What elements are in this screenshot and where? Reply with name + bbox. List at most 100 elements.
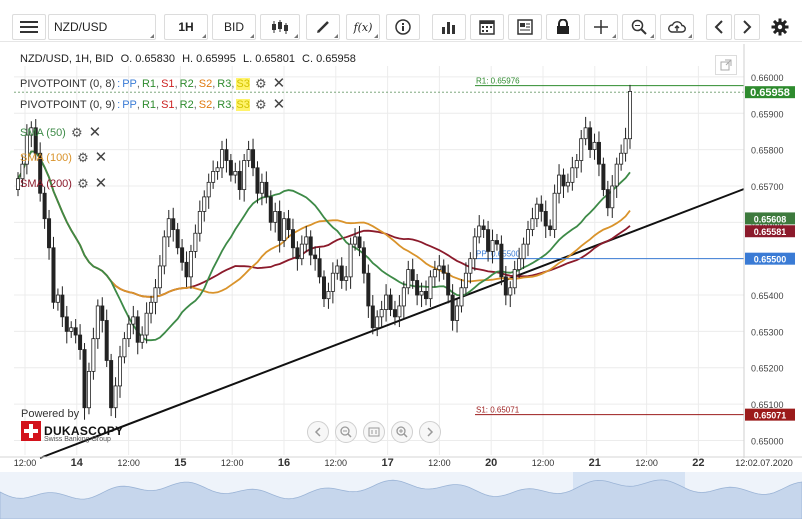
nav-back-button[interactable] <box>307 421 329 443</box>
candle-body <box>450 294 455 321</box>
indicators-button[interactable]: f(x) <box>346 14 380 40</box>
cloud-upload-icon <box>668 21 686 33</box>
candle-body <box>118 356 123 387</box>
lock-button[interactable] <box>546 14 580 40</box>
candle-body <box>113 385 118 409</box>
indicator-settings-icon[interactable]: ⚙ <box>71 125 83 140</box>
zoom-in-button[interactable] <box>391 421 413 443</box>
info-button[interactable] <box>386 14 420 40</box>
indicator-remove-icon[interactable]: ✕ <box>272 96 286 113</box>
separator: , <box>136 99 140 111</box>
candle-body <box>339 265 344 281</box>
candle-body <box>255 167 260 194</box>
dukascopy-logo: DUKASCOPY Swiss Banking Group <box>21 421 123 443</box>
y-tick-label: 0.65800 <box>751 146 784 156</box>
open-value: O. 0.65830 <box>120 53 176 65</box>
candle-body <box>539 203 544 212</box>
indicator-settings-icon[interactable]: ⚙ <box>255 97 267 112</box>
chart-type-button[interactable] <box>260 14 300 40</box>
draw-button[interactable] <box>306 14 340 40</box>
candle-body <box>468 258 473 274</box>
candle-body <box>579 138 584 161</box>
x-tick-label: 12:00 <box>635 458 658 468</box>
candle-body <box>175 229 180 249</box>
candle-body <box>335 265 340 274</box>
candle-body <box>162 236 167 267</box>
candle-body <box>446 272 451 296</box>
indicator-remove-icon[interactable]: ✕ <box>272 75 286 92</box>
timeframe-selector[interactable]: 1H <box>164 14 208 40</box>
news-button[interactable] <box>508 14 542 40</box>
candle-body <box>441 265 446 274</box>
candle-body <box>42 192 47 220</box>
candle-body <box>304 236 309 245</box>
candle-body <box>140 334 145 343</box>
navigator-area <box>0 479 802 519</box>
price-side-selector[interactable]: BID <box>212 14 256 40</box>
indicator-settings-icon[interactable]: ⚙ <box>77 150 89 165</box>
price-tag-label: 0.65500 <box>754 255 787 265</box>
candle-body <box>463 272 468 289</box>
crosshair-button[interactable] <box>584 14 618 40</box>
volume-button[interactable] <box>432 14 466 40</box>
settings-button[interactable] <box>766 14 794 40</box>
zoom-out-icon <box>340 426 352 438</box>
menu-button[interactable] <box>12 14 46 40</box>
sma-lines <box>17 150 631 342</box>
candle-body <box>601 163 606 191</box>
expand-button[interactable] <box>715 55 737 75</box>
scroll-left-button[interactable] <box>706 14 732 40</box>
pivot-level-label: S2 <box>198 99 213 111</box>
indicator-remove-icon[interactable]: ✕ <box>94 149 108 166</box>
news-icon <box>517 19 533 35</box>
indicator-remove-icon[interactable]: ✕ <box>94 175 108 192</box>
separator: , <box>174 78 178 90</box>
price-tags: 0.65958 0.65608 0.65581 0.65500 0.65071 <box>745 86 795 421</box>
candle-body <box>317 258 322 278</box>
candle-body <box>308 236 313 256</box>
separator: , <box>136 78 140 90</box>
fit-button[interactable] <box>363 421 385 443</box>
upload-button[interactable] <box>660 14 694 40</box>
x-tick-label: 17 <box>381 457 393 469</box>
x-tick-label: 12:02.07.2020 <box>735 458 793 468</box>
separator: , <box>231 99 235 111</box>
indicator-settings-icon[interactable]: ⚙ <box>255 76 267 91</box>
candles-icon <box>272 20 288 34</box>
candle-body <box>171 218 176 230</box>
candle-body <box>477 225 482 238</box>
zoom-button[interactable] <box>622 14 656 40</box>
x-tick-label: 16 <box>278 457 290 469</box>
x-tick-label: 14 <box>71 457 84 469</box>
candle-body <box>406 269 411 289</box>
indicator-settings-icon[interactable]: ⚙ <box>77 176 89 191</box>
pivot-lines: R1: 0.65976 PP: 0.65500 S1: 0.65071 <box>14 77 744 416</box>
scroll-right-button[interactable] <box>734 14 760 40</box>
indicator-row: SMA (50) ⚙ ✕ <box>20 125 102 141</box>
candle-body <box>561 174 566 187</box>
candle-body <box>228 160 233 176</box>
calendar-button[interactable] <box>470 14 504 40</box>
candle-body <box>91 338 96 372</box>
candle-body <box>530 218 535 230</box>
menu-icon <box>20 21 38 33</box>
symbol-label: NZD/USD <box>54 20 108 34</box>
candle-body <box>375 316 380 329</box>
candle-body <box>206 181 211 198</box>
candle-body <box>370 305 375 329</box>
logo-subtext: Swiss Banking Group <box>44 436 111 443</box>
candle-body <box>193 232 198 252</box>
candle-body <box>73 327 78 336</box>
indicator-remove-icon[interactable]: ✕ <box>88 124 102 141</box>
nav-forward-button[interactable] <box>419 421 441 443</box>
x-tick-label: 12:00 <box>14 458 37 468</box>
candle-body <box>64 316 69 332</box>
symbol-selector[interactable]: NZD/USD <box>48 14 156 40</box>
candle-body <box>290 229 295 249</box>
gear-icon <box>771 18 789 36</box>
candle-body <box>401 287 406 307</box>
price-side-label: BID <box>223 20 244 34</box>
zoom-out-button[interactable] <box>335 421 357 443</box>
low-value: L. 0.65801 <box>242 53 295 65</box>
